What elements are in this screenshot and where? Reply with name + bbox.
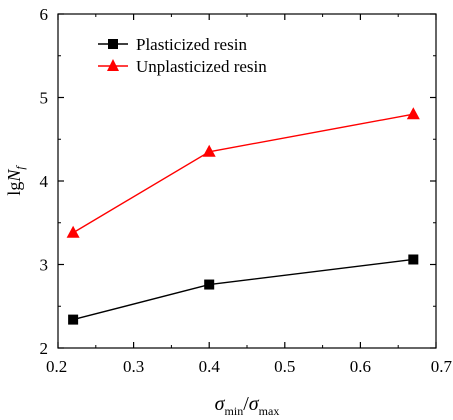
x-tick-label: 0.7 xyxy=(431,357,453,376)
x-axis-title-slash: / xyxy=(243,393,249,415)
y-axis: 2 3 4 5 6 xyxy=(40,5,436,358)
data-point-triangle xyxy=(406,107,420,120)
legend-label-plasticized: Plasticized resin xyxy=(136,35,247,54)
x-tick-label: 0.5 xyxy=(274,357,295,376)
data-point-square xyxy=(408,254,419,265)
x-axis-title: σmin/σmax xyxy=(215,393,280,418)
x-axis-title-sub2: max xyxy=(259,404,280,418)
x-tick-label: 0.6 xyxy=(350,357,371,376)
y-tick-label: 3 xyxy=(40,256,49,275)
y-axis-title-sub: f xyxy=(13,165,27,170)
y-tick-label: 2 xyxy=(40,339,49,358)
x-tick-label: 0.2 xyxy=(46,357,67,376)
legend-label-unplasticized: Unplasticized resin xyxy=(136,57,267,76)
y-axis-title-prefix: lg xyxy=(4,182,24,196)
data-point-triangle xyxy=(66,225,80,238)
y-tick-label: 6 xyxy=(40,5,49,24)
legend: Plasticized resin Unplasticized resin xyxy=(98,35,267,76)
data-point-square xyxy=(68,314,79,325)
x-axis-title-sigma2: σ xyxy=(249,393,260,415)
y-axis-title-main: N xyxy=(4,169,24,183)
x-axis-title-sigma1: σ xyxy=(215,393,226,415)
data-point-triangle xyxy=(202,144,216,157)
x-axis: 0.2 0.3 0.4 0.5 0.6 0.7 xyxy=(46,14,453,376)
y-axis-title: lgNf xyxy=(4,165,27,196)
y-tick-label: 4 xyxy=(40,172,49,191)
x-axis-title-sub1: min xyxy=(225,404,244,418)
x-tick-label: 0.3 xyxy=(123,357,144,376)
y-tick-label: 5 xyxy=(40,89,49,108)
legend-marker-triangle xyxy=(107,59,119,71)
series-line-1 xyxy=(72,113,414,234)
series-layer xyxy=(66,107,420,325)
series-line-0 xyxy=(72,258,414,321)
legend-marker-square xyxy=(108,39,118,49)
x-tick-label: 0.4 xyxy=(199,357,221,376)
data-point-square xyxy=(204,279,215,290)
